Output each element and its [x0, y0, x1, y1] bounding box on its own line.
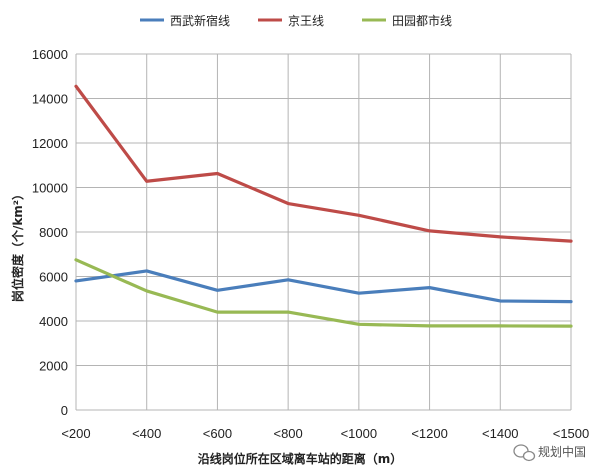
wechat-icon	[513, 444, 536, 462]
chart-legend: 西武新宿线 京王线 田园都市线	[140, 13, 452, 28]
watermark-text: 规划中国	[538, 444, 586, 459]
legend-label: 田园都市线	[392, 13, 452, 28]
y-axis-label: 岗位密度（个/km²）	[10, 188, 25, 302]
y-axis-ticks: 0 2000 4000 6000 8000 10000 12000 14000 16000	[32, 47, 68, 418]
y-tick-label: 6000	[39, 270, 68, 285]
y-tick-label: 10000	[32, 181, 68, 196]
x-tick-label: <600	[203, 426, 232, 441]
y-tick-label: 14000	[32, 92, 68, 107]
x-tick-label: <1200	[411, 426, 448, 441]
y-tick-label: 4000	[39, 314, 68, 329]
x-tick-label: <200	[61, 426, 90, 441]
watermark: 规划中国	[513, 444, 586, 462]
chart-series	[74, 84, 573, 328]
x-tick-label: <400	[132, 426, 161, 441]
x-tick-label: <1400	[482, 426, 519, 441]
legend-label: 京王线	[288, 14, 324, 28]
x-axis-label: 沿线岗位所在区域离车站的距离（m）	[197, 451, 403, 466]
x-tick-label: <1500	[553, 426, 590, 441]
y-tick-label: 2000	[39, 359, 68, 374]
series-line	[74, 269, 573, 304]
y-tick-label: 12000	[32, 136, 68, 151]
y-tick-label: 8000	[39, 225, 68, 240]
x-tick-label: <1000	[341, 426, 378, 441]
x-axis-ticks: <200 <400 <600 <800 <1000 <1200 <1400 <1500	[61, 426, 589, 441]
legend-label: 西武新宿线	[170, 13, 230, 28]
series-line	[74, 84, 573, 243]
series-line	[74, 258, 573, 328]
x-tick-label: <800	[273, 426, 302, 441]
y-tick-label: 16000	[32, 47, 68, 62]
chart-grid	[75, 53, 572, 411]
y-tick-label: 0	[61, 403, 68, 418]
